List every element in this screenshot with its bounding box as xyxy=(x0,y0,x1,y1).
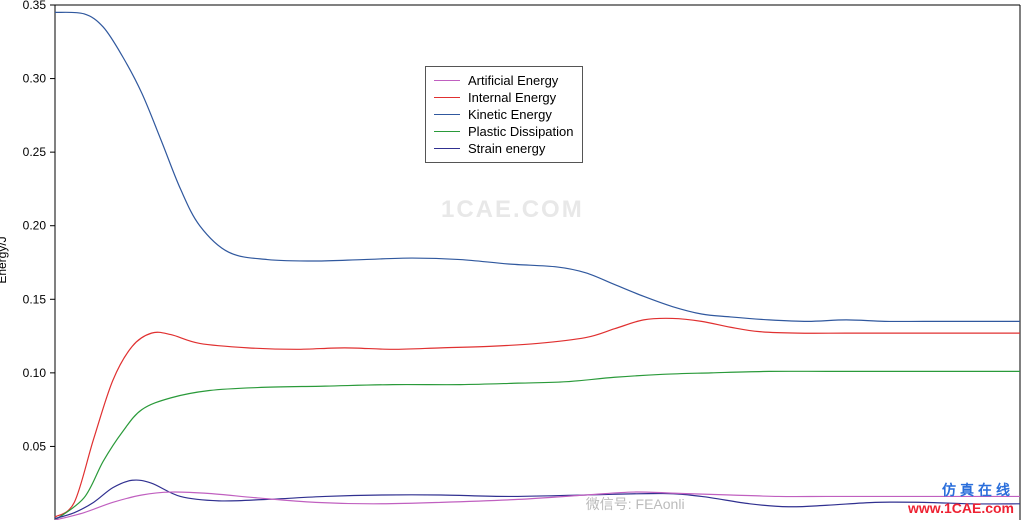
legend: Artificial Energy Internal Energy Kinetic … xyxy=(425,66,583,163)
legend-swatch xyxy=(434,114,460,115)
ytick-label: 0.30 xyxy=(23,72,47,86)
legend-item: Artificial Energy xyxy=(434,73,574,88)
legend-item: Plastic Dissipation xyxy=(434,124,574,139)
series-kinetic-energy xyxy=(55,12,1020,321)
legend-item: Strain energy xyxy=(434,141,574,156)
series-strain-energy xyxy=(55,480,1020,518)
legend-swatch xyxy=(434,131,460,132)
ytick-label: 0.25 xyxy=(23,145,47,159)
ytick-label: 0.15 xyxy=(23,292,47,306)
legend-item: Kinetic Energy xyxy=(434,107,574,122)
energy-chart: 0.05 0.10 0.15 0.20 0.25 0.30 0.35 Energy/J Ar… xyxy=(0,0,1024,520)
y-axis-label: Energy/J xyxy=(0,236,9,283)
legend-swatch xyxy=(434,97,460,98)
legend-label: Kinetic Energy xyxy=(468,107,552,122)
ytick-label: 0.20 xyxy=(23,219,47,233)
legend-swatch xyxy=(434,80,460,81)
legend-label: Internal Energy xyxy=(468,90,556,105)
series-internal-energy xyxy=(55,318,1020,517)
ytick-label: 0.10 xyxy=(23,366,47,380)
ytick-label: 0.05 xyxy=(23,439,47,453)
legend-label: Artificial Energy xyxy=(468,73,558,88)
legend-label: Strain energy xyxy=(468,141,545,156)
legend-item: Internal Energy xyxy=(434,90,574,105)
ytick-label: 0.35 xyxy=(23,0,47,12)
legend-label: Plastic Dissipation xyxy=(468,124,574,139)
legend-swatch xyxy=(434,148,460,149)
